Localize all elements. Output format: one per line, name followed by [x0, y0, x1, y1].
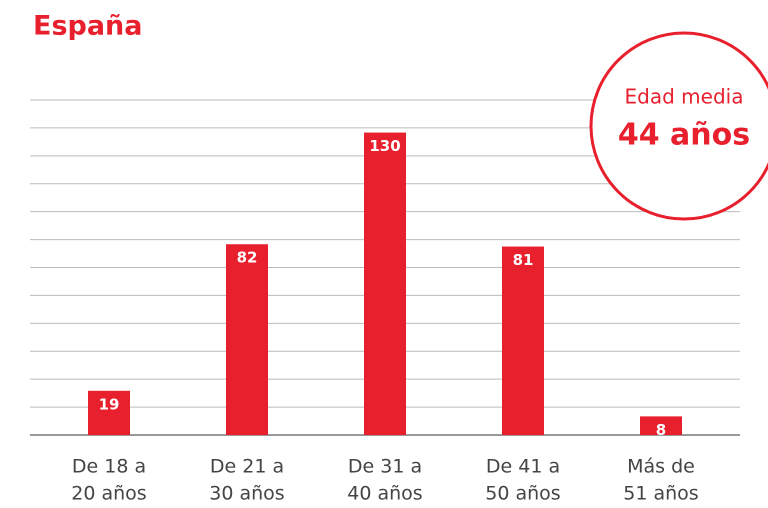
chart-title: España — [33, 11, 143, 42]
value-label: 8 — [656, 421, 666, 439]
bar — [226, 244, 268, 435]
annotation-circle — [589, 31, 768, 221]
x-tick-label: Más de — [627, 456, 695, 478]
x-tick-label: 20 años — [71, 483, 146, 505]
x-tick-label: De 18 a — [72, 456, 146, 478]
value-label: 19 — [99, 395, 120, 413]
x-tick-label: 51 años — [623, 483, 698, 505]
bar — [364, 132, 406, 435]
x-tick-label: De 31 a — [348, 456, 422, 478]
x-tick-label: 40 años — [347, 483, 422, 505]
bar — [640, 416, 682, 435]
bar — [502, 246, 544, 435]
bars: 19 82 130 81 8 — [88, 132, 682, 439]
value-label: 130 — [369, 137, 400, 155]
x-tick-label: De 41 a — [486, 456, 560, 478]
x-tick-label: 30 años — [209, 483, 284, 505]
annotation-value: 44 años — [618, 118, 750, 153]
annotation-label: Edad media — [625, 85, 744, 109]
x-tick-label: 50 años — [485, 483, 560, 505]
x-tick-label: De 21 a — [210, 456, 284, 478]
bar — [88, 390, 130, 435]
annotation: Edad media 44 años — [589, 31, 768, 221]
value-label: 82 — [237, 249, 258, 267]
value-label: 81 — [513, 251, 534, 269]
